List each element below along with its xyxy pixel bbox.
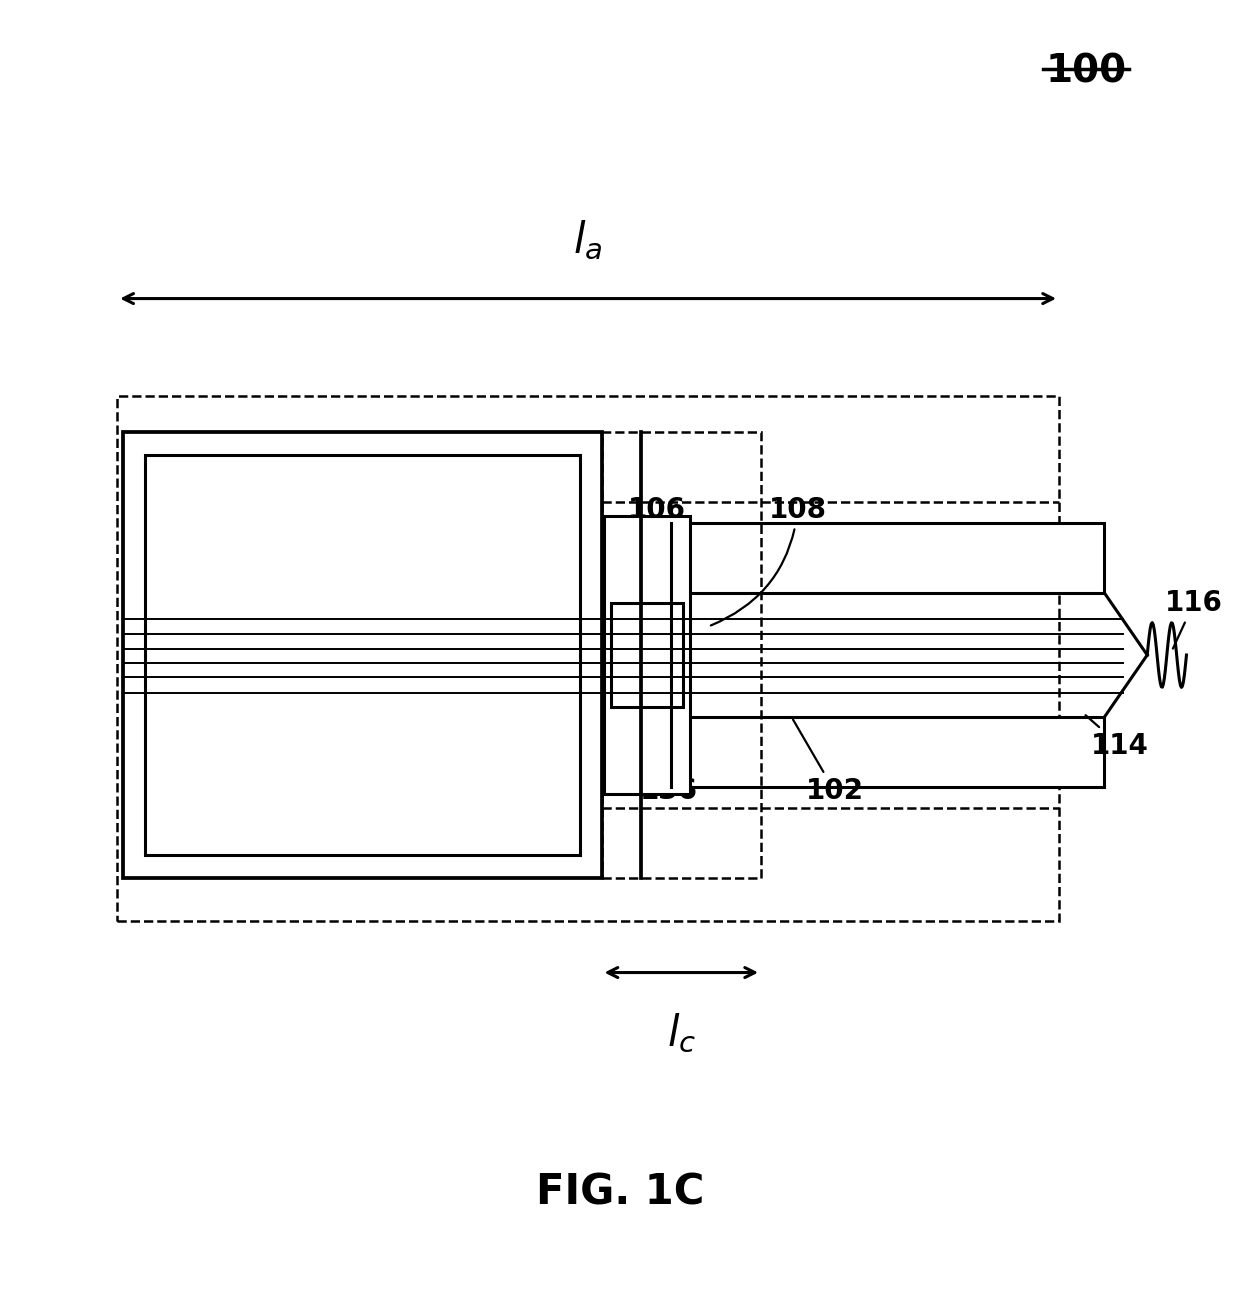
Bar [601, 523, 1105, 593]
Text: FIG. 1C: FIG. 1C [536, 1172, 704, 1214]
Bar [601, 717, 1105, 787]
Text: 102: 102 [794, 719, 863, 806]
Text: 116: 116 [1164, 590, 1223, 648]
Text: 114: 114 [1085, 715, 1149, 760]
Bar [611, 603, 682, 707]
Bar [145, 456, 579, 854]
Text: 136: 136 [634, 719, 698, 806]
Text: 100: 100 [1045, 52, 1126, 90]
Text: $l_c$: $l_c$ [667, 1011, 696, 1055]
Text: 108: 108 [711, 496, 827, 625]
Bar [601, 432, 761, 878]
Text: 106: 106 [627, 496, 686, 565]
Bar [124, 432, 601, 878]
Text: 104: 104 [309, 479, 367, 552]
Bar [604, 516, 689, 794]
Text: 118: 118 [329, 603, 392, 711]
Bar [118, 396, 1059, 921]
Text: $l_a$: $l_a$ [573, 219, 603, 262]
